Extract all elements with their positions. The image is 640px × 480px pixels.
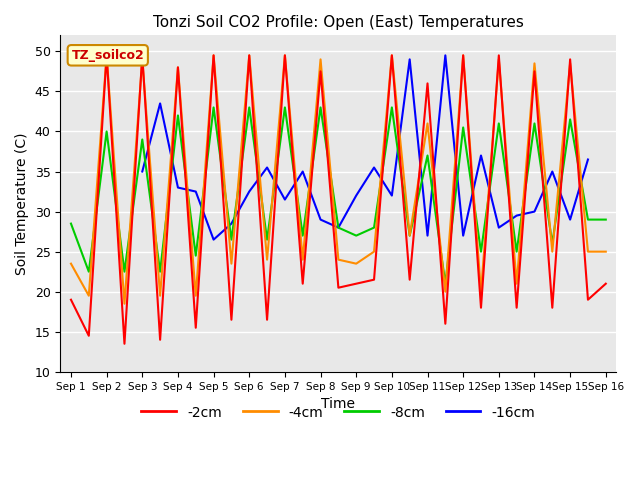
X-axis label: Time: Time xyxy=(321,397,355,411)
Y-axis label: Soil Temperature (C): Soil Temperature (C) xyxy=(15,132,29,275)
Text: TZ_soilco2: TZ_soilco2 xyxy=(72,49,144,62)
Legend: -2cm, -4cm, -8cm, -16cm: -2cm, -4cm, -8cm, -16cm xyxy=(136,400,541,425)
Title: Tonzi Soil CO2 Profile: Open (East) Temperatures: Tonzi Soil CO2 Profile: Open (East) Temp… xyxy=(153,15,524,30)
